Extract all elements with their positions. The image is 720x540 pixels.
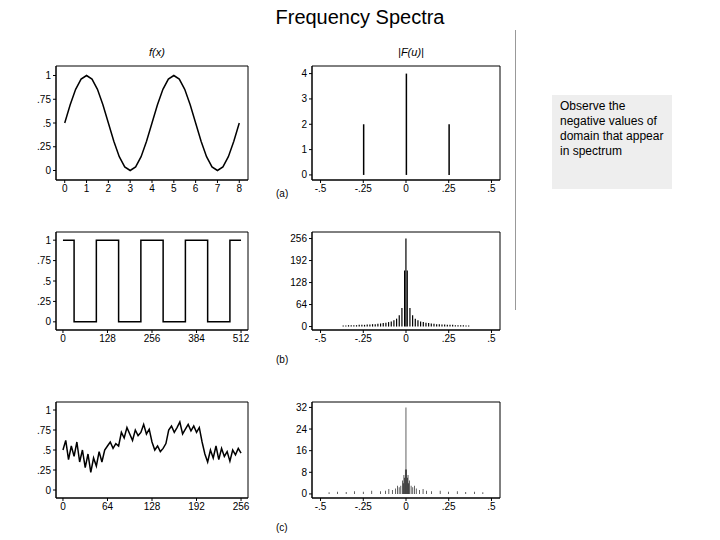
svg-text:0: 0 [45,485,51,496]
svg-text:0: 0 [60,333,66,344]
svg-text:1: 1 [84,183,90,194]
svg-text:5: 5 [171,183,177,194]
svg-text:.5: .5 [43,445,52,456]
svg-text:0: 0 [403,183,409,194]
html-text:Frequency Spectra: Frequency Spectra [275,6,445,28]
svg-text:64: 64 [296,299,308,310]
svg-text:256: 256 [290,233,307,244]
svg-text:.25: .25 [37,465,51,476]
html-text:(b): (b) [276,354,289,365]
svg-text:4: 4 [301,68,307,79]
svg-text:1: 1 [301,144,307,155]
svg-text:.25: .25 [442,501,456,512]
svg-text:512: 512 [233,333,250,344]
svg-text:24: 24 [296,424,308,435]
svg-text:128: 128 [290,277,307,288]
svg-text:.5: .5 [487,333,496,344]
svg-text:-.5: -.5 [315,501,327,512]
svg-text:2: 2 [106,183,112,194]
svg-text:1: 1 [45,405,51,416]
svg-text:0: 0 [45,316,51,327]
svg-text:.5: .5 [487,183,496,194]
svg-text:256: 256 [144,333,161,344]
svg-text:4: 4 [149,183,155,194]
svg-text:128: 128 [99,333,116,344]
svg-text:8: 8 [301,467,307,478]
svg-text:.25: .25 [442,183,456,194]
html-text:|F(u)|: |F(u)| [398,46,424,58]
svg-text:.75: .75 [37,255,51,266]
svg-text:.75: .75 [37,94,51,105]
svg-text:0: 0 [403,501,409,512]
svg-text:0: 0 [60,501,66,512]
svg-text:2: 2 [301,119,307,130]
svg-text:384: 384 [188,333,205,344]
svg-text:0: 0 [403,333,409,344]
svg-text:0: 0 [301,488,307,499]
svg-text:3: 3 [301,93,307,104]
svg-text:-.5: -.5 [315,183,327,194]
svg-text:192: 192 [188,501,205,512]
svg-text:0: 0 [45,165,51,176]
svg-text:3: 3 [127,183,133,194]
svg-text:-.5: -.5 [315,333,327,344]
html-text:(a): (a) [276,188,289,199]
svg-text:.75: .75 [37,425,51,436]
svg-text:8: 8 [236,183,242,194]
svg-text:-.25: -.25 [355,183,373,194]
svg-text:7: 7 [215,183,221,194]
svg-text:.5: .5 [43,276,52,287]
svg-text:0: 0 [62,183,68,194]
html-text:f(x): f(x) [149,46,165,58]
svg-text:6: 6 [193,183,199,194]
svg-text:.25: .25 [442,333,456,344]
svg-text:1: 1 [45,70,51,81]
svg-text:192: 192 [290,255,307,266]
svg-text:16: 16 [296,445,308,456]
svg-text:.5: .5 [43,118,52,129]
html-text:Observe the negative values of: Observe the negative values of domain th… [560,99,664,158]
svg-text:0: 0 [301,169,307,180]
svg-text:0: 0 [301,321,307,332]
svg-text:-.25: -.25 [355,501,373,512]
svg-text:.25: .25 [37,296,51,307]
svg-text:32: 32 [296,402,308,413]
svg-text:-.25: -.25 [355,333,373,344]
svg-text:256: 256 [233,501,250,512]
svg-text:128: 128 [144,501,161,512]
svg-text:.5: .5 [487,501,496,512]
html-text:(c): (c) [276,522,288,533]
svg-text:64: 64 [102,501,114,512]
svg-text:.25: .25 [37,141,51,152]
svg-text:1: 1 [45,235,51,246]
